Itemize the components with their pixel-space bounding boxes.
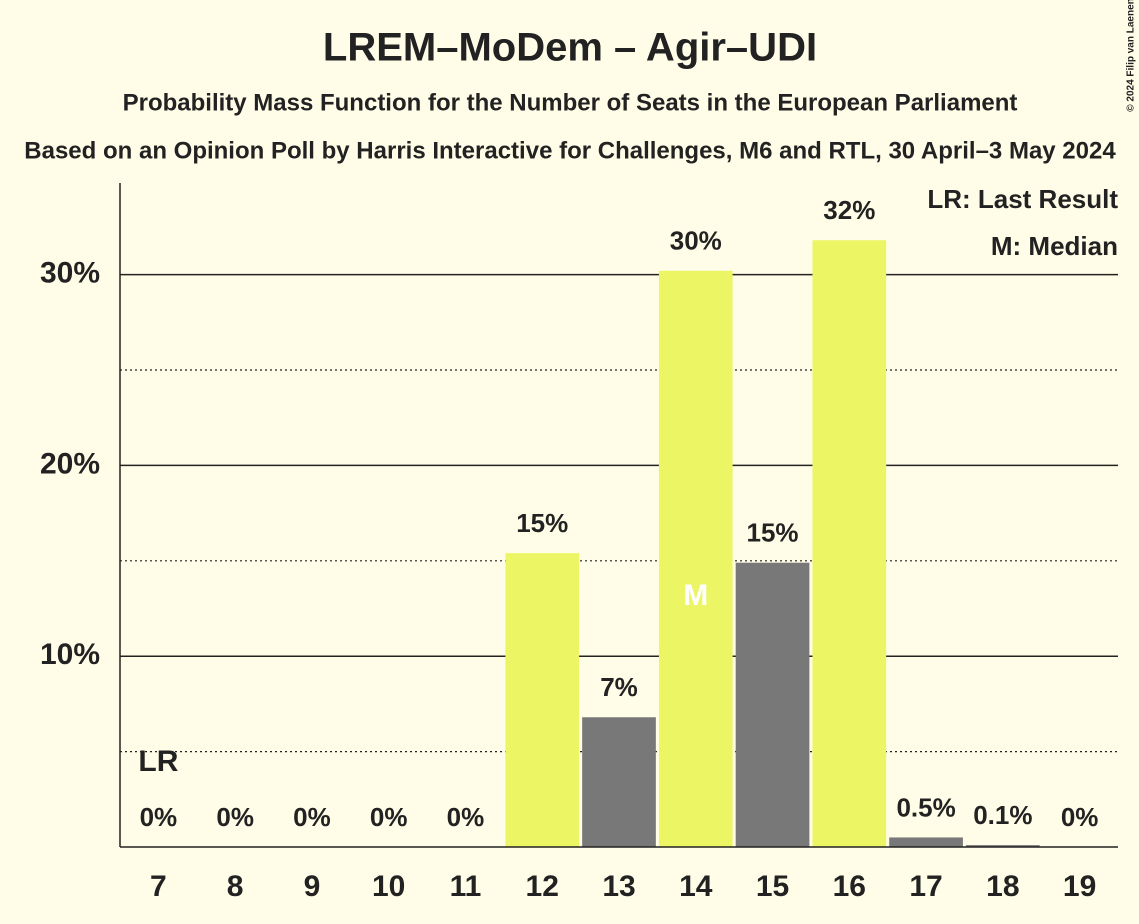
bar — [505, 553, 580, 847]
bar — [965, 845, 1040, 847]
bar — [889, 837, 963, 847]
last-result-marker: LR — [138, 745, 178, 778]
bar — [812, 240, 887, 847]
legend-entry: LR: Last Result — [927, 184, 1118, 214]
value-label: 15% — [747, 518, 799, 548]
value-label: 0.5% — [896, 792, 955, 822]
legend-entry: M: Median — [991, 231, 1118, 261]
value-label: 0% — [140, 802, 178, 832]
x-tick-label: 15 — [756, 870, 789, 903]
y-tick-label: 20% — [40, 447, 100, 480]
value-label: 7% — [600, 672, 638, 702]
chart-title: LREM–MoDem – Agir–UDI — [323, 26, 817, 70]
x-tick-label: 19 — [1063, 870, 1096, 903]
value-label: 15% — [516, 508, 568, 538]
bar — [582, 717, 656, 847]
x-tick-label: 16 — [833, 870, 866, 903]
median-marker: M — [683, 579, 708, 612]
y-tick-label: 30% — [40, 257, 100, 290]
x-tick-label: 11 — [450, 870, 482, 903]
x-tick-label: 17 — [909, 870, 942, 903]
x-tick-label: 9 — [304, 870, 321, 903]
bar — [658, 270, 733, 847]
value-label: 0% — [370, 802, 408, 832]
x-tick-label: 14 — [679, 870, 713, 903]
x-tick-label: 18 — [986, 870, 1019, 903]
value-label: 0% — [216, 802, 254, 832]
x-tick-label: 8 — [227, 870, 244, 903]
value-label: 0.1% — [973, 800, 1032, 830]
bar — [735, 562, 810, 847]
value-label: 32% — [823, 195, 875, 225]
x-tick-label: 10 — [372, 870, 405, 903]
x-tick-label: 12 — [526, 870, 559, 903]
chart-subtitle: Probability Mass Function for the Number… — [123, 89, 1018, 116]
copyright: © 2024 Filip van Laenen — [1126, 0, 1137, 112]
y-tick-label: 10% — [40, 638, 100, 671]
value-label: 0% — [447, 802, 485, 832]
chart-subtitle: Based on an Opinion Poll by Harris Inter… — [24, 137, 1116, 164]
x-tick-label: 7 — [150, 870, 167, 903]
value-label: 0% — [1061, 802, 1099, 832]
value-label: 30% — [670, 226, 722, 256]
x-tick-label: 13 — [602, 870, 635, 903]
value-label: 0% — [293, 802, 331, 832]
